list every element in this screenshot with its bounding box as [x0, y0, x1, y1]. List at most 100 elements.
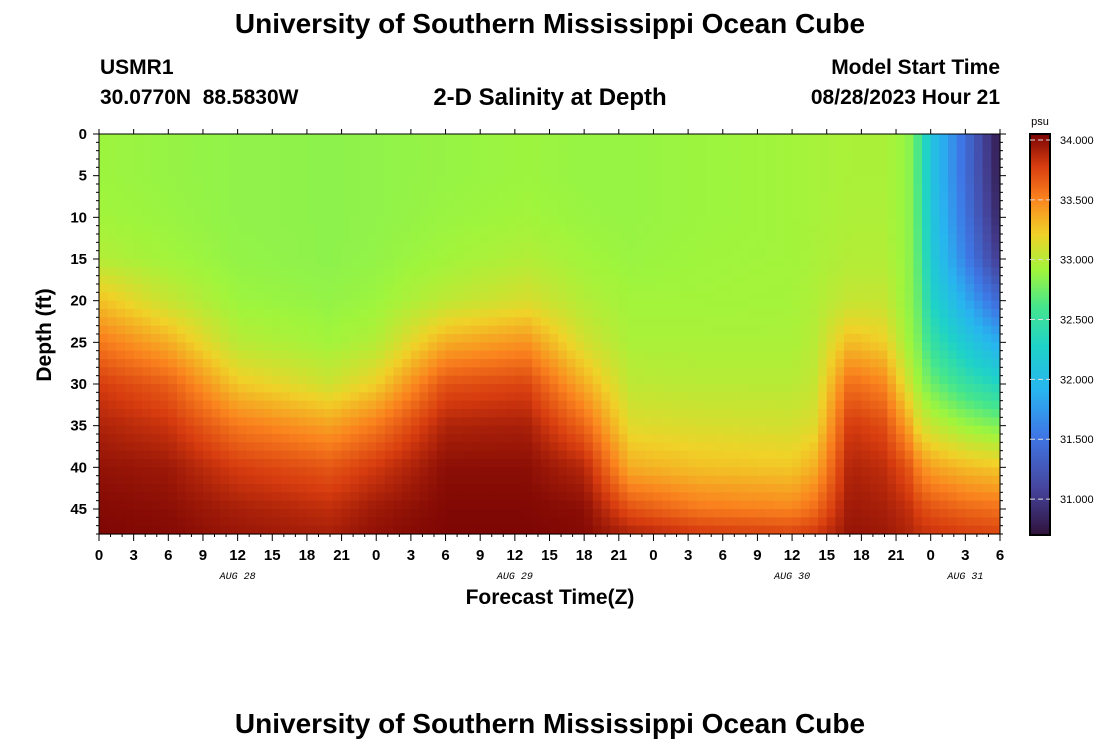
heatmap-cell: [731, 334, 741, 343]
heatmap-cell: [904, 409, 914, 418]
heatmap-cell: [445, 184, 455, 193]
heatmap-cell: [133, 434, 143, 443]
heatmap-cell: [254, 217, 265, 227]
heatmap-cell: [731, 517, 741, 527]
heatmap-cell: [497, 225, 507, 235]
heatmap-cell: [454, 400, 464, 410]
heatmap-cell: [653, 134, 663, 143]
heatmap-cell: [653, 400, 663, 410]
heatmap-cell: [168, 517, 178, 527]
heatmap-cell: [566, 234, 577, 243]
heatmap-cell: [272, 442, 282, 452]
heatmap-cell: [514, 309, 525, 318]
heatmap-cell: [662, 292, 672, 302]
heatmap-cell: [436, 467, 447, 477]
heatmap-cell: [670, 359, 681, 368]
heatmap-cell: [142, 392, 152, 402]
heatmap-cell: [991, 325, 1001, 335]
heatmap-cell: [202, 267, 213, 277]
heatmap-cell: [913, 317, 923, 327]
heatmap-cell: [705, 259, 715, 268]
heatmap-cell: [887, 267, 897, 277]
heatmap-cell: [237, 275, 247, 285]
heatmap-cell: [809, 342, 819, 352]
heatmap-cell: [124, 442, 135, 452]
heatmap-cell: [930, 517, 940, 527]
heatmap-cell: [272, 425, 282, 435]
heatmap-cell: [740, 267, 750, 277]
heatmap-cell: [913, 334, 923, 343]
heatmap-cell: [367, 284, 377, 293]
heatmap-cell: [636, 309, 646, 318]
heatmap-cell: [540, 200, 551, 210]
heatmap-cell: [168, 217, 178, 227]
heatmap-cell: [575, 367, 585, 377]
heatmap-cell: [454, 209, 464, 218]
heatmap-cell: [332, 225, 343, 235]
heatmap-cell: [497, 409, 507, 418]
heatmap-cell: [913, 484, 923, 493]
heatmap-cell: [384, 400, 395, 410]
heatmap-cell: [393, 200, 403, 210]
heatmap-cell: [263, 150, 273, 160]
heatmap-cell: [740, 342, 750, 352]
heatmap-cell: [116, 217, 126, 227]
heatmap-cell: [705, 500, 715, 510]
heatmap-cell: [757, 517, 767, 527]
heatmap-cell: [558, 509, 568, 518]
heatmap-cell: [670, 242, 681, 252]
heatmap-cell: [852, 417, 862, 427]
heatmap-cell: [722, 209, 733, 218]
heatmap-cell: [168, 459, 178, 468]
heatmap-cell: [393, 375, 403, 385]
heatmap-cell: [627, 325, 637, 335]
heatmap-cell: [991, 167, 1001, 177]
heatmap-cell: [679, 517, 689, 527]
heatmap-cell: [272, 267, 282, 277]
heatmap-cell: [454, 417, 464, 427]
heatmap-cell: [844, 159, 854, 168]
heatmap-cell: [653, 467, 663, 477]
heatmap-cell: [575, 400, 585, 410]
heatmap-cell: [176, 467, 187, 477]
heatmap-cell: [549, 500, 559, 510]
heatmap-cell: [462, 234, 473, 243]
heatmap-cell: [384, 384, 395, 393]
heatmap-cell: [965, 142, 975, 152]
heatmap-cell: [159, 309, 169, 318]
heatmap-cell: [601, 259, 611, 268]
heatmap-cell: [514, 292, 525, 302]
heatmap-cell: [280, 150, 291, 160]
heatmap-cell: [384, 309, 395, 318]
heatmap-cell: [731, 442, 741, 452]
heatmap-cell: [142, 292, 152, 302]
heatmap-cell: [540, 300, 551, 310]
heatmap-cell: [506, 459, 516, 468]
heatmap-cell: [471, 509, 481, 518]
heatmap-cell: [393, 309, 403, 318]
heatmap-cell: [436, 484, 447, 493]
heatmap-cell: [228, 292, 239, 302]
heatmap-cell: [809, 225, 819, 235]
heatmap-cell: [393, 500, 403, 510]
heatmap-cell: [766, 442, 776, 452]
heatmap-cell: [202, 317, 213, 327]
heatmap-cell: [627, 492, 637, 502]
heatmap-cell: [991, 459, 1001, 468]
heatmap-cell: [826, 450, 836, 460]
heatmap-cell: [792, 325, 802, 335]
heatmap-cell: [315, 184, 325, 193]
heatmap-cell: [445, 459, 455, 468]
heatmap-cell: [861, 150, 871, 160]
heatmap-cell: [601, 350, 611, 360]
heatmap-cell: [618, 317, 629, 327]
heatmap-cell: [922, 225, 932, 235]
heatmap-cell: [740, 142, 750, 152]
heatmap-cell: [246, 209, 256, 218]
heatmap-cell: [670, 209, 681, 218]
heatmap-cell: [532, 459, 542, 468]
heatmap-cell: [488, 367, 499, 377]
heatmap-cell: [896, 509, 906, 518]
heatmap-cell: [211, 525, 221, 535]
heatmap-cell: [341, 492, 351, 502]
